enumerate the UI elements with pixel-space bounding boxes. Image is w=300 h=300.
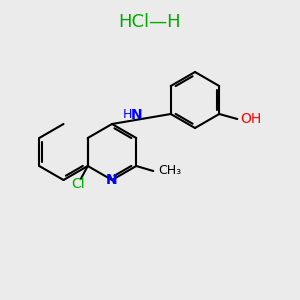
Text: N: N bbox=[130, 108, 142, 122]
Text: OH: OH bbox=[240, 112, 262, 126]
Text: CH₃: CH₃ bbox=[158, 164, 181, 178]
Text: N: N bbox=[106, 173, 118, 187]
Text: Cl: Cl bbox=[71, 177, 85, 191]
Text: H: H bbox=[123, 109, 132, 122]
Text: HCl—H: HCl—H bbox=[119, 13, 181, 31]
